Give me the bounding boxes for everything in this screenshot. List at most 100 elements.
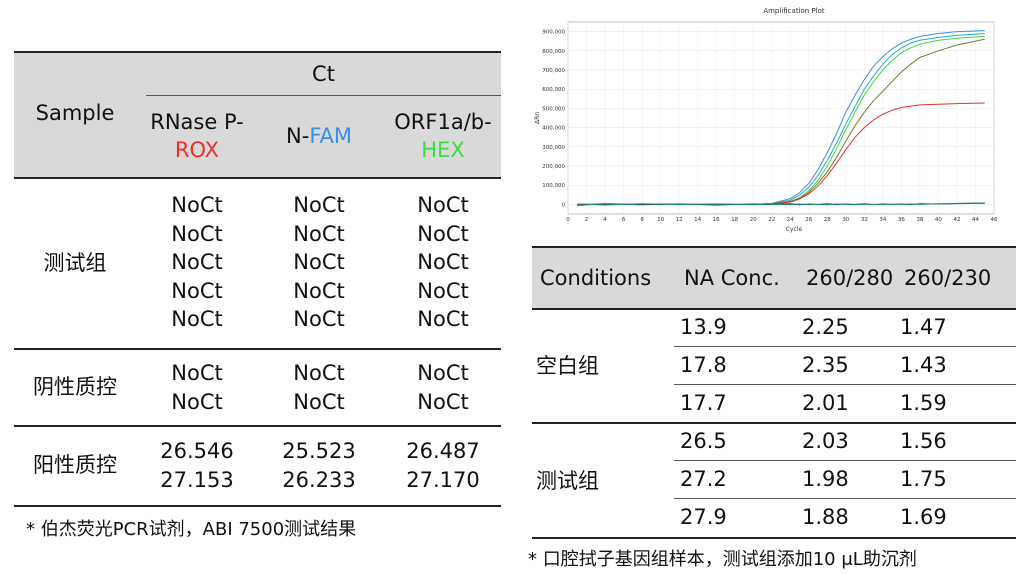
n-fam-prefix: N-	[286, 124, 310, 148]
x-tick-label: 12	[676, 217, 683, 223]
left-header-bottom-rule	[14, 177, 501, 179]
value-cell: NoCt	[417, 361, 469, 385]
group-negative-col1: NoCt NoCt	[140, 359, 254, 416]
y-tick-label: 0	[562, 202, 566, 208]
right-group-rule	[532, 422, 1016, 424]
right-inner-rule-4	[674, 498, 1016, 499]
value-cell: 2.35	[802, 353, 849, 377]
value-cell: NoCt	[417, 193, 469, 217]
value-cell: 26.487	[406, 439, 480, 463]
plot-x-ticks: 0 2 4 6 8 10 12 14 16 18 20 22 24 26 28 30 32 34 36 38 40 42 4…	[566, 217, 998, 223]
header-conditions: Conditions	[540, 266, 652, 290]
x-tick-label: 32	[861, 217, 868, 223]
plot-y-ticks: 0 100,000 200,000 300,000 400,000 500,000 600,…	[542, 30, 565, 209]
right-inner-rule-2	[674, 384, 1016, 385]
right-table: Conditions NA Conc. 260/280 260/230 空白组 …	[528, 0, 1016, 574]
x-tick-label: 8	[640, 217, 644, 223]
plot-grid	[567, 22, 995, 214]
value-cell: NoCt	[293, 250, 345, 274]
y-tick-label: 900,000	[542, 30, 565, 36]
x-tick-label: 38	[916, 217, 923, 223]
value-cell: 2.03	[802, 429, 849, 453]
series-line-7	[577, 202, 985, 206]
value-cell: NoCt	[171, 307, 223, 331]
value-cell: NoCt	[417, 278, 469, 303]
value-cell: 1.98	[802, 467, 849, 491]
value-cell: NoCt	[293, 278, 345, 303]
value-cell: NoCt	[171, 221, 223, 246]
right-top-rule	[532, 246, 1016, 248]
x-tick-label: 6	[622, 217, 626, 223]
amplification-plot: Amplification Plot ΔRn Cycle 0 100,000 200…	[532, 2, 1002, 238]
group-negative-col2: NoCt NoCt	[262, 359, 376, 416]
plot-area-frame	[567, 21, 995, 215]
value-cell: NoCt	[171, 278, 223, 303]
group-negative-col3: NoCt NoCt	[386, 359, 500, 416]
x-tick-label: 24	[787, 217, 794, 223]
value-cell: 25.523	[282, 439, 356, 463]
left-table-header-band	[14, 52, 501, 178]
group-label-negative: 阴性质控	[33, 375, 117, 399]
x-tick-label: 20	[750, 217, 757, 223]
value-cell: NoCt	[293, 221, 345, 246]
y-tick-label: 400,000	[542, 126, 565, 132]
x-tick-label: 46	[991, 217, 998, 223]
plot-ylabel: ΔRn	[534, 112, 541, 124]
value-cell: NoCt	[417, 221, 469, 246]
right-table-header-band	[532, 247, 1016, 309]
x-tick-label: 26	[805, 217, 812, 223]
left-table-top-rule	[14, 51, 501, 53]
x-tick-label: 14	[694, 217, 701, 223]
y-tick-label: 700,000	[542, 68, 565, 74]
right-footnote-prefix: * 口腔拭子基因组样本，测试组添加10	[528, 549, 842, 570]
left-table-bottom-rule	[14, 505, 501, 507]
value-cell: 17.8	[680, 353, 727, 377]
header-na-conc: NA Conc.	[684, 266, 780, 290]
y-tick-label: 300,000	[542, 145, 565, 151]
rnase-header-line1: RNase P-	[150, 110, 244, 134]
value-cell: NoCt	[293, 361, 345, 385]
x-tick-label: 2	[585, 217, 589, 223]
amplification-plot-svg: Amplification Plot ΔRn Cycle 0100,000200…	[534, 7, 998, 233]
value-cell: NoCt	[171, 193, 223, 217]
sample-header: Sample	[35, 101, 115, 125]
value-cell: 1.69	[900, 505, 947, 529]
right-bottom-rule	[532, 537, 1016, 539]
value-cell: 1.88	[802, 505, 849, 529]
orf-header-line1: ORF1a/b-	[394, 110, 492, 134]
value-cell: NoCt	[171, 361, 223, 385]
value-cell: 27.9	[680, 505, 727, 529]
ct-header: Ct	[312, 62, 335, 86]
group-positive-col2: 25.523 26.233	[262, 437, 376, 494]
x-tick-label: 0	[566, 217, 570, 223]
x-tick-label: 28	[824, 217, 831, 223]
x-tick-label: 36	[898, 217, 905, 223]
value-cell: 27.153	[160, 467, 234, 492]
group-label-blank: 空白组	[536, 354, 599, 378]
group-test-col3: NoCt NoCt NoCt NoCt NoCt	[386, 191, 500, 334]
y-tick-label: 500,000	[542, 106, 565, 112]
fam-label: FAM	[309, 124, 352, 148]
x-tick-label: 34	[879, 217, 886, 223]
rox-label: ROX	[174, 138, 220, 162]
value-cell: 1.43	[900, 353, 947, 377]
group-positive-col3: 26.487 27.170	[386, 437, 500, 494]
orf-header: ORF1a/b- HEX	[386, 108, 500, 164]
plot-lines	[577, 30, 985, 206]
y-tick-label: 100,000	[542, 183, 565, 189]
value-cell: 17.7	[680, 391, 727, 415]
value-cell: 26.546	[160, 439, 234, 463]
value-cell: NoCt	[417, 307, 469, 331]
value-cell: NoCt	[417, 389, 469, 414]
value-cell: 1.75	[900, 467, 947, 491]
right-footnote-suffix: 助沉剂	[862, 549, 917, 570]
value-cell: 2.01	[802, 391, 849, 415]
group-label-test-right: 测试组	[536, 469, 599, 493]
value-cell: 26.233	[282, 467, 356, 492]
series-line-6	[577, 202, 985, 206]
right-inner-rule-3	[674, 460, 1016, 461]
plot-title: Amplification Plot	[763, 7, 825, 15]
group-label-test: 测试组	[43, 251, 107, 275]
x-tick-label: 40	[935, 217, 942, 223]
group-test-col1: NoCt NoCt NoCt NoCt NoCt	[140, 191, 254, 334]
